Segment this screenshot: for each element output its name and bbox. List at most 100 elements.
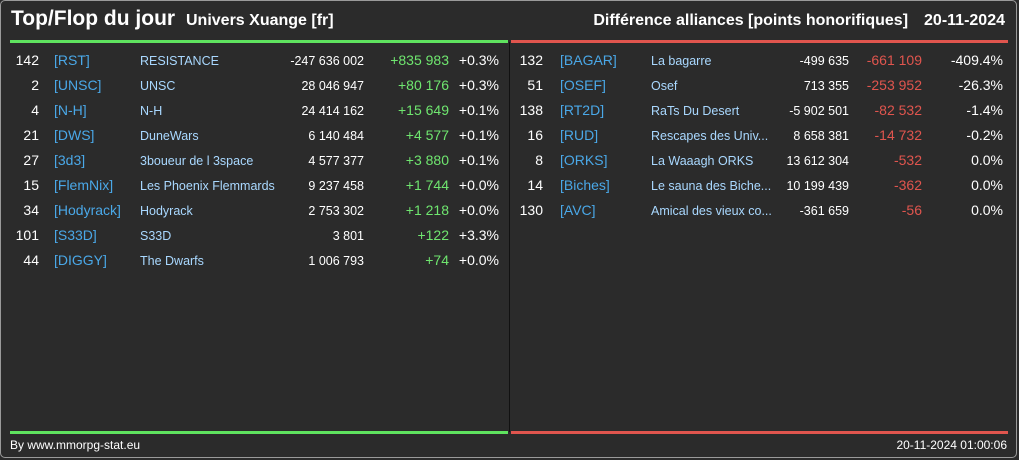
alliance-points: -361 659 [799,204,849,218]
alliance-name: RaTs Du Desert [651,104,740,118]
alliance-points: 1 006 793 [308,254,364,268]
alliance-row: 138 [RT2D] RaTs Du Desert -5 902 501 -82 532… [510,99,1019,124]
alliance-points: -247 636 002 [290,54,364,68]
alliance-percent: +0.0% [458,252,499,268]
alliance-row: 51 [OSEF] Osef 713 355 -253 952 -26.3% [510,74,1019,99]
alliance-points: 713 355 [803,79,849,93]
alliance-name: The Dwarfs [140,254,204,268]
alliance-points: 3 801 [332,229,364,243]
top-footer-bar [10,431,508,434]
alliance-diff: -14 732 [874,127,922,143]
alliance-row: 15 [FlemNix] Les Phoenix Flemmards 9 237 45… [0,174,509,199]
alliance-rank: 21 [23,127,39,143]
alliance-tag: [Hodyrack] [54,202,121,218]
alliance-row: 4 [N-H] N-H 24 414 162 +15 649 +0.1% [0,99,509,124]
alliance-tag: [RUD] [560,127,599,143]
alliance-row: 34 [Hodyrack] Hodyrack 2 753 302 +1 218 +0.0% [0,199,509,224]
alliance-name: UNSC [140,79,176,93]
alliance-row: 101 [S33D] S33D 3 801 +122 +3.3% [0,224,509,249]
alliance-percent: 0.0% [971,202,1003,218]
alliance-percent: 0.0% [971,152,1003,168]
alliance-name: Le sauna des Biche... [651,179,772,193]
alliance-tag: [UNSC] [54,77,102,93]
alliance-row: 132 [BAGAR] La bagarre -499 635 -661 109 -409… [510,49,1019,74]
alliance-points: 13 612 304 [786,154,849,168]
alliance-row: 130 [AVC] Amical des vieux co... -361 659 -5… [510,199,1019,224]
alliance-tag: [OSEF] [560,77,606,93]
header-right: Différence alliances [points honorifique… [593,12,1005,30]
alliance-row: 8 [ORKS] La Waaagh ORKS 13 612 304 -532 0.0% [510,149,1019,174]
alliance-diff: +4 577 [405,127,449,143]
alliance-points: 10 199 439 [786,179,849,193]
alliance-tag: [Biches] [560,177,610,193]
alliance-diff: +80 176 [398,77,449,93]
alliance-name: N-H [140,104,163,118]
header-date: 20-11-2024 [924,12,1005,29]
alliance-name: La bagarre [651,54,712,68]
alliance-name: S33D [140,229,172,243]
alliance-points: 4 577 377 [308,154,364,168]
metric-label: Différence alliances [points honorifique… [593,12,909,29]
alliance-rank: 44 [23,252,39,268]
alliance-percent: +0.1% [458,102,499,118]
alliance-row: 44 [DIGGY] The Dwarfs 1 006 793 +74 +0.0% [0,249,509,274]
alliance-points: -5 902 501 [789,104,849,118]
alliance-percent: +0.1% [458,152,499,168]
footer-credit: By www.mmorpg-stat.eu [10,438,141,452]
alliance-name: Les Phoenix Flemmards [140,179,275,193]
alliance-diff: +122 [417,227,449,243]
alliance-name: Amical des vieux co... [651,204,772,218]
alliance-diff: +3 880 [405,152,449,168]
alliance-tag: [FlemNix] [54,177,114,193]
alliance-row: 27 [3d3] 3boueur de l 3space 4 577 377 +3 88… [0,149,509,174]
alliance-percent: +0.0% [458,202,499,218]
alliance-percent: -26.3% [958,77,1003,93]
alliance-name: RESISTANCE [140,54,219,68]
alliance-diff: -56 [901,202,922,218]
alliance-diff: -362 [893,177,922,193]
alliance-tag: [N-H] [54,102,87,118]
alliance-tag: [DIGGY] [54,252,107,268]
alliance-points: 8 658 381 [793,129,849,143]
panel-divider [509,42,510,432]
footer-timestamp: 20-11-2024 01:00:06 [896,438,1007,452]
alliance-percent: 0.0% [971,177,1003,193]
alliance-diff: +1 744 [405,177,449,193]
alliance-row: 14 [Biches] Le sauna des Biche... 10 199 43… [510,174,1019,199]
alliance-diff: -253 952 [866,77,922,93]
alliance-row: 16 [RUD] Rescapes des Univ... 8 658 381 -14 … [510,124,1019,149]
alliance-percent: +0.1% [458,127,499,143]
alliance-rank: 142 [15,52,39,68]
alliance-points: 28 046 947 [301,79,364,93]
alliance-diff: -661 109 [866,52,922,68]
alliance-rank: 34 [23,202,39,218]
alliance-row: 21 [DWS] DuneWars 6 140 484 +4 577 +0.1% [0,124,509,149]
alliance-rank: 138 [519,102,543,118]
alliance-tag: [ORKS] [560,152,608,168]
alliance-tag: [S33D] [54,227,97,243]
alliance-rank: 15 [23,177,39,193]
alliance-points: -499 635 [799,54,849,68]
alliance-percent: +0.0% [458,177,499,193]
alliance-percent: -0.2% [966,127,1003,143]
alliance-rank: 132 [519,52,543,68]
alliance-percent: -409.4% [950,52,1003,68]
alliance-points: 9 237 458 [308,179,364,193]
alliance-rank: 51 [527,77,543,93]
alliance-rank: 8 [535,152,543,168]
alliance-row: 142 [RST] RESISTANCE -247 636 002 +835 983 +0… [0,49,509,74]
alliance-rank: 2 [31,77,39,93]
alliance-rank: 4 [31,102,39,118]
alliance-name: 3boueur de l 3space [140,154,254,168]
alliance-rank: 27 [23,152,39,168]
flop-header-bar [511,40,1008,43]
alliance-tag: [AVC] [560,202,596,218]
alliance-name: La Waaagh ORKS [651,154,754,168]
alliance-rank: 130 [519,202,543,218]
alliance-diff: +835 983 [390,52,449,68]
alliance-points: 2 753 302 [308,204,364,218]
alliance-points: 24 414 162 [301,104,364,118]
flop-footer-bar [511,431,1008,434]
top-losers-panel: 132 [BAGAR] La bagarre -499 635 -661 109 -409… [510,49,1019,224]
